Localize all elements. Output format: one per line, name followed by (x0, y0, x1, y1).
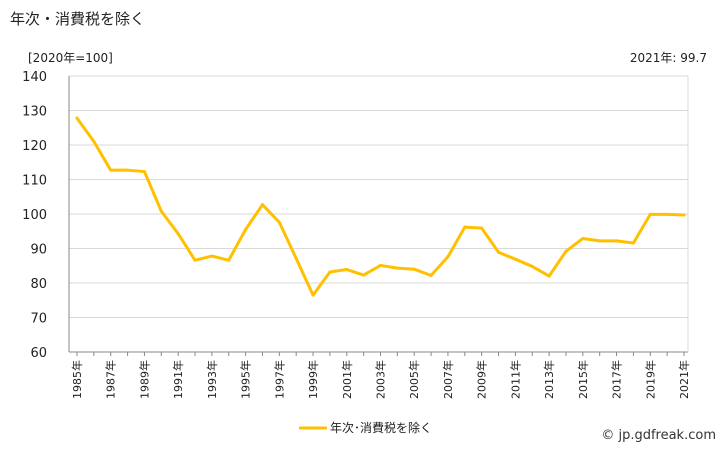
x-tick-label: 2017年 (610, 360, 624, 399)
x-tick-label: 2021年 (677, 360, 691, 399)
x-tick-label: 1989年 (137, 360, 151, 399)
data-point (412, 267, 416, 271)
data-point (362, 273, 366, 277)
data-point (328, 270, 332, 274)
data-point (294, 257, 298, 261)
data-point (176, 232, 180, 236)
data-point (345, 268, 349, 272)
unit-label: [2020年=100] (28, 51, 113, 65)
data-point (615, 239, 619, 243)
data-point (480, 226, 484, 230)
data-point (311, 293, 315, 297)
data-point (109, 168, 113, 172)
x-tick-label: 1995年 (239, 360, 253, 399)
x-axis-ticks: 1985年 1987年 1989年 1991年 1993年 1995年 1997年 1999年… (70, 352, 691, 399)
data-point (429, 273, 433, 277)
data-point (277, 220, 281, 224)
x-tick-label: 1987年 (104, 360, 118, 399)
x-tick-label: 2001年 (340, 360, 354, 399)
data-point (193, 258, 197, 262)
data-point (631, 241, 635, 245)
data-point (497, 250, 501, 254)
data-point (379, 263, 382, 267)
legend-label: 年次･消費税を除く (330, 420, 432, 435)
y-tick-label: 60 (30, 346, 47, 361)
x-tick-label: 1993年 (205, 360, 219, 399)
series-lines (75, 116, 686, 297)
x-tick-label: 2009年 (475, 360, 489, 399)
gridlines (68, 75, 689, 353)
y-tick-label: 70 (30, 312, 47, 327)
y-tick-label: 90 (30, 243, 47, 258)
data-point (581, 236, 585, 240)
data-point (227, 258, 231, 262)
data-point (395, 266, 399, 270)
data-point (665, 212, 669, 216)
y-tick-label: 110 (22, 174, 47, 189)
x-tick-label: 2019年 (643, 360, 657, 399)
data-point (598, 239, 602, 243)
data-point (446, 255, 450, 259)
x-tick-label: 2003年 (374, 360, 388, 399)
data-point (159, 209, 163, 213)
y-axis-ticks: 60 70 80 90 100 110 120 130 140 (22, 70, 47, 361)
x-tick-label: 2011年 (508, 360, 522, 399)
y-tick-label: 130 (22, 105, 47, 120)
x-tick-label: 1999年 (306, 360, 320, 399)
data-point (530, 264, 534, 268)
x-tick-label: 1997年 (272, 360, 286, 399)
y-tick-label: 80 (30, 277, 47, 292)
x-tick-label: 2015年 (576, 360, 590, 399)
data-point (547, 274, 551, 278)
data-point (260, 203, 264, 207)
data-point (92, 140, 96, 144)
y-tick-label: 100 (22, 208, 47, 223)
data-point (463, 225, 467, 229)
x-tick-label: 2007年 (441, 360, 455, 399)
latest-value-label: 2021年: 99.7 (629, 51, 707, 65)
data-point (210, 254, 214, 258)
source-credit: © jp.gdfreak.com (601, 428, 716, 443)
data-point (513, 257, 517, 261)
x-tick-label: 1985年 (70, 360, 84, 399)
x-tick-label: 2013年 (542, 360, 556, 399)
y-tick-label: 140 (22, 70, 47, 85)
data-point (648, 212, 652, 216)
x-tick-label: 2005年 (407, 360, 421, 399)
y-tick-label: 120 (22, 139, 47, 154)
data-point (244, 228, 248, 232)
data-point (682, 213, 686, 217)
x-tick-label: 1991年 (171, 360, 185, 399)
data-point (126, 168, 130, 172)
chart-title: 年次・消費税を除く (10, 10, 146, 28)
data-point (142, 170, 146, 174)
data-point (564, 249, 568, 253)
legend: 年次･消費税を除く (299, 420, 432, 435)
data-point (75, 116, 79, 120)
